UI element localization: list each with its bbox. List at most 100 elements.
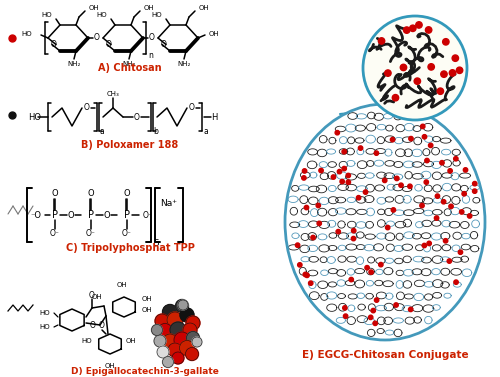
- Circle shape: [468, 214, 472, 218]
- Text: O: O: [68, 210, 74, 219]
- Text: OH: OH: [209, 31, 220, 37]
- Text: O: O: [94, 34, 100, 43]
- Circle shape: [311, 235, 316, 240]
- Circle shape: [319, 168, 324, 173]
- Text: HO: HO: [28, 112, 41, 121]
- Circle shape: [352, 228, 356, 233]
- Circle shape: [168, 343, 182, 357]
- Circle shape: [436, 194, 440, 198]
- Circle shape: [186, 331, 200, 345]
- Text: O: O: [51, 40, 57, 49]
- Circle shape: [472, 189, 477, 193]
- Text: Na⁺: Na⁺: [160, 199, 178, 207]
- Circle shape: [363, 16, 467, 120]
- Circle shape: [305, 273, 309, 277]
- Text: OH: OH: [104, 363, 116, 369]
- Circle shape: [440, 161, 444, 165]
- Circle shape: [296, 243, 300, 247]
- Text: 5: 5: [153, 239, 159, 247]
- Circle shape: [158, 323, 172, 339]
- Text: OH: OH: [144, 5, 154, 11]
- Circle shape: [420, 203, 424, 208]
- Circle shape: [186, 348, 198, 360]
- Circle shape: [458, 250, 462, 254]
- Circle shape: [386, 225, 390, 230]
- Text: O⁻: O⁻: [86, 230, 96, 239]
- Text: H: H: [211, 112, 217, 121]
- Circle shape: [346, 180, 350, 184]
- Circle shape: [422, 135, 426, 139]
- Text: C) Tripolyphosphat TPP: C) Tripolyphosphat TPP: [66, 243, 194, 253]
- Circle shape: [180, 340, 194, 356]
- Circle shape: [374, 298, 379, 302]
- Text: O: O: [84, 104, 90, 112]
- Circle shape: [302, 176, 306, 180]
- Circle shape: [170, 322, 186, 338]
- Circle shape: [163, 334, 177, 348]
- Circle shape: [444, 239, 448, 243]
- Circle shape: [342, 306, 347, 310]
- Circle shape: [426, 27, 432, 33]
- Circle shape: [460, 210, 464, 214]
- Text: A) Chitosan: A) Chitosan: [98, 63, 162, 73]
- Text: O⁻: O⁻: [50, 230, 60, 239]
- Circle shape: [408, 184, 412, 188]
- Circle shape: [340, 179, 344, 184]
- Circle shape: [409, 136, 413, 141]
- Circle shape: [394, 303, 398, 307]
- Circle shape: [452, 55, 458, 61]
- Circle shape: [428, 64, 434, 70]
- Circle shape: [308, 281, 313, 285]
- Circle shape: [392, 95, 398, 101]
- Text: HO: HO: [40, 324, 50, 330]
- Text: b: b: [153, 127, 158, 136]
- Circle shape: [176, 299, 188, 313]
- Circle shape: [373, 321, 378, 325]
- Circle shape: [369, 270, 374, 274]
- Circle shape: [428, 143, 433, 147]
- Circle shape: [462, 192, 466, 196]
- Ellipse shape: [285, 104, 485, 340]
- Circle shape: [454, 280, 458, 284]
- Circle shape: [378, 262, 383, 267]
- Circle shape: [342, 166, 346, 171]
- Text: O: O: [89, 291, 95, 299]
- Circle shape: [408, 307, 413, 312]
- Text: CH₃: CH₃: [106, 91, 120, 97]
- Circle shape: [356, 196, 361, 200]
- Circle shape: [399, 183, 403, 187]
- Text: OH: OH: [142, 296, 152, 302]
- Circle shape: [342, 150, 346, 154]
- Text: OH: OH: [199, 5, 209, 11]
- Text: HO: HO: [22, 31, 32, 37]
- Text: OH: OH: [142, 307, 152, 313]
- Circle shape: [162, 305, 178, 319]
- Circle shape: [390, 138, 395, 142]
- Text: HO: HO: [152, 12, 162, 18]
- Circle shape: [382, 178, 387, 182]
- Circle shape: [416, 22, 422, 28]
- Circle shape: [434, 216, 439, 220]
- Circle shape: [441, 71, 447, 77]
- Circle shape: [186, 316, 200, 330]
- Circle shape: [456, 67, 463, 74]
- Circle shape: [174, 332, 190, 348]
- Circle shape: [420, 124, 425, 129]
- Text: OH: OH: [92, 294, 102, 300]
- Circle shape: [442, 199, 446, 204]
- Text: O⁻: O⁻: [122, 230, 132, 239]
- Circle shape: [450, 70, 456, 76]
- Circle shape: [192, 337, 202, 347]
- Circle shape: [344, 314, 348, 318]
- Text: HO: HO: [42, 12, 52, 18]
- Text: a: a: [99, 127, 104, 136]
- Circle shape: [424, 180, 428, 184]
- Circle shape: [464, 168, 468, 172]
- Text: O: O: [134, 112, 140, 121]
- Circle shape: [425, 158, 429, 163]
- Circle shape: [472, 181, 477, 186]
- Circle shape: [368, 315, 373, 320]
- Text: O⁻: O⁻: [143, 210, 153, 219]
- Circle shape: [365, 265, 370, 270]
- Text: D) Epigallocatechin-3-gallate: D) Epigallocatechin-3-gallate: [71, 368, 219, 377]
